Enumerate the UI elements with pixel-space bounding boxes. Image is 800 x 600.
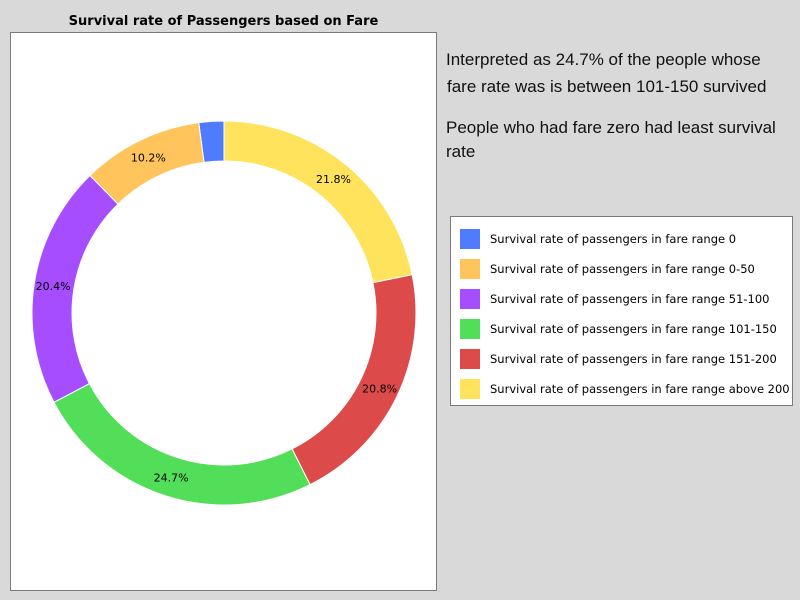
legend-label-2: Survival rate of passengers in fare rang… [490,292,770,306]
slice-3 [53,383,311,506]
slice-2 [31,174,119,403]
slice-label-1: 10.2% [131,151,166,164]
legend-label-3: Survival rate of passengers in fare rang… [490,322,777,336]
legend-item-1: Survival rate of passengers in fare rang… [460,258,755,280]
legend-item-3: Survival rate of passengers in fare rang… [460,318,777,340]
chart-title: Survival rate of Passengers based on Far… [68,14,379,29]
slice-4 [291,274,417,486]
legend-swatch-2 [460,289,480,309]
donut-chart: 10.2% 20.4% 24.7% 20.8% 21.8% [31,120,417,506]
slice-label-5: 21.8% [316,173,351,186]
legend-swatch-1 [460,259,480,279]
legend-swatch-0 [460,229,480,249]
slice-5 [223,120,413,284]
legend-item-2: Survival rate of passengers in fare rang… [460,288,770,310]
legend-label-5: Survival rate of passengers in fare rang… [490,382,790,396]
legend-item-4: Survival rate of passengers in fare rang… [460,348,777,370]
chart-panel: 10.2% 20.4% 24.7% 20.8% 21.8% [10,32,437,591]
legend-item-0: Survival rate of passengers in fare rang… [460,228,736,250]
note-line-1: Interpreted as 24.7% of the people whose [446,50,761,69]
legend-label-0: Survival rate of passengers in fare rang… [490,232,737,246]
note-line-3: People who had fare zero had least survi… [446,118,776,137]
legend-swatch-5 [460,379,480,399]
legend-item-5: Survival rate of passengers in fare rang… [460,378,790,400]
note-line-4: rate [446,142,476,161]
legend-label-1: Survival rate of passengers in fare rang… [490,262,755,276]
slice-label-4: 20.8% [362,383,397,396]
chart-legend: Survival rate of passengers in fare rang… [450,216,793,406]
legend-swatch-3 [460,319,480,339]
legend-label-4: Survival rate of passengers in fare rang… [490,352,777,366]
slice-label-2: 20.4% [36,280,71,293]
slice-label-3: 24.7% [154,472,189,485]
note-line-2: fare rate was is between 101-150 survive… [447,77,767,96]
slice-1 [89,122,205,205]
legend-swatch-4 [460,349,480,369]
